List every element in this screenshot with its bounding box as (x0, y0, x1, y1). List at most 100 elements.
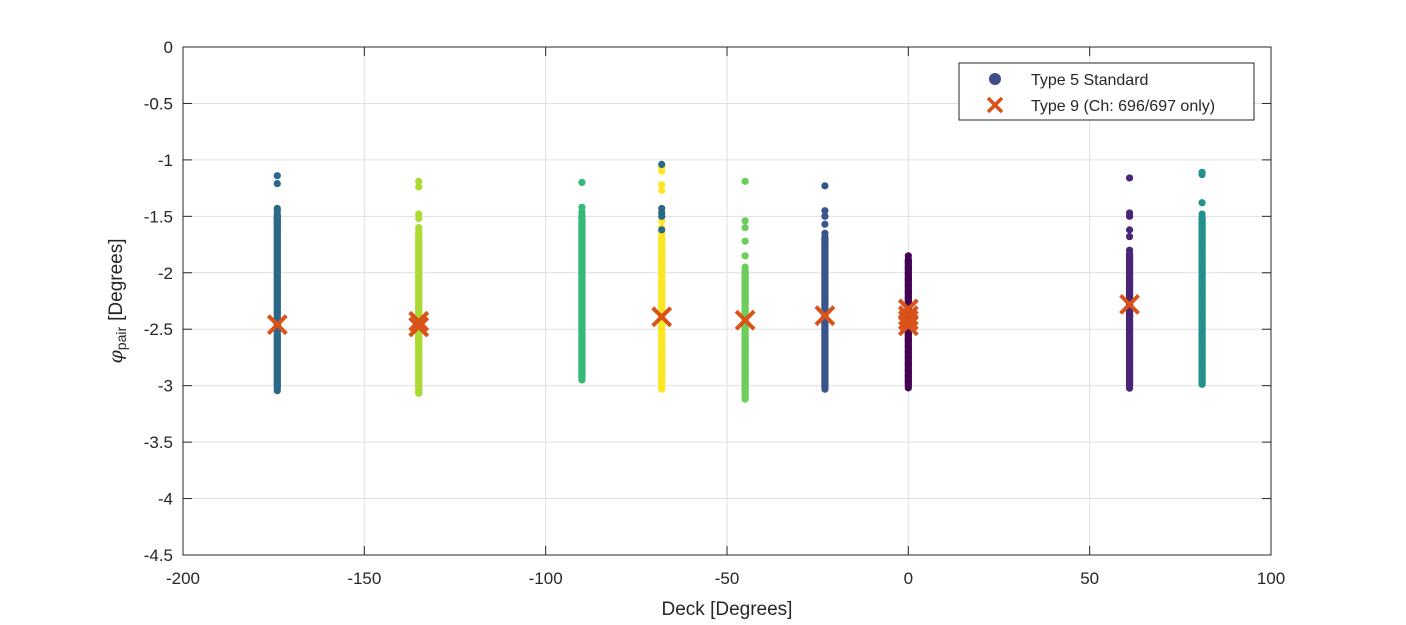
data-point (821, 349, 829, 357)
data-point (821, 361, 829, 369)
data-point (1198, 324, 1206, 332)
series-deck-neg23 (821, 182, 829, 393)
y-tick-label: -2.5 (144, 320, 173, 339)
data-point (578, 262, 586, 270)
data-point (578, 238, 586, 246)
data-point (273, 279, 281, 287)
data-point (658, 265, 666, 273)
data-point (658, 373, 666, 381)
data-point (904, 270, 912, 278)
data-point (578, 178, 586, 187)
data-point (821, 277, 829, 285)
legend: Type 5 Standard Type 9 (Ch: 696/697 only… (958, 62, 1255, 121)
data-point (1198, 270, 1206, 278)
data-point (741, 377, 749, 385)
data-point (1125, 212, 1134, 220)
data-point (1125, 312, 1134, 320)
data-point (658, 235, 666, 243)
data-point (1125, 378, 1134, 386)
data-point (1198, 258, 1206, 266)
data-point (658, 337, 666, 345)
data-point (415, 286, 423, 294)
series-deck-neg135 (415, 177, 423, 397)
data-point (415, 352, 423, 360)
data-point (821, 337, 829, 345)
y-tick-label: -1.5 (144, 207, 173, 226)
type9-marker (734, 309, 756, 331)
data-point (821, 220, 829, 228)
type9-marker (897, 309, 919, 331)
data-point (415, 388, 423, 396)
data-point (415, 358, 423, 366)
data-point (904, 282, 912, 290)
data-point (578, 358, 586, 366)
data-point (415, 268, 423, 276)
data-point (741, 359, 749, 367)
data-point (1125, 276, 1134, 284)
data-point (658, 259, 666, 267)
data-point (1198, 282, 1206, 290)
y-tick-label: -4.5 (144, 546, 173, 565)
data-point (1198, 294, 1206, 302)
axis-ticks: -200 -150 -100 -50 0 50 100 0 -0.5 -1 -1.5 -2 -2.5 -3… (144, 38, 1285, 588)
data-point (904, 366, 912, 374)
data-point (273, 381, 281, 389)
data-point (658, 160, 666, 169)
data-point (415, 244, 423, 252)
data-point (658, 331, 666, 339)
data-point (578, 352, 586, 360)
data-point (1198, 222, 1206, 230)
data-point (415, 310, 423, 318)
data-point (578, 280, 586, 288)
data-point (821, 319, 829, 327)
data-point (578, 232, 586, 240)
data-point (273, 339, 281, 347)
data-point (904, 288, 912, 296)
data-point (658, 226, 666, 234)
data-point (658, 212, 666, 220)
data-point (415, 280, 423, 288)
data-point (658, 289, 666, 297)
data-point (273, 249, 281, 257)
data-point (273, 261, 281, 269)
data-point (1125, 246, 1134, 254)
data-point (821, 385, 829, 393)
data-point (578, 244, 586, 252)
data-point (741, 371, 749, 379)
y-axis-label-subscript: pair (113, 327, 129, 351)
data-point (904, 342, 912, 350)
data-point (658, 355, 666, 363)
data-point (1125, 354, 1134, 362)
x-tick-label: -200 (166, 569, 200, 588)
type9-marker (651, 306, 673, 328)
data-point (741, 263, 749, 271)
legend-label-type9: Type 9 (Ch: 696/697 only) (1031, 98, 1215, 115)
legend-marker-x (986, 96, 1004, 114)
data-point (821, 259, 829, 267)
data-point (578, 274, 586, 282)
data-point (904, 354, 912, 362)
data-point (578, 214, 586, 222)
data-point (904, 276, 912, 284)
data-point (741, 299, 749, 307)
data-point (273, 363, 281, 371)
data-point (578, 250, 586, 258)
data-point (658, 271, 666, 279)
type9-markers (266, 293, 1140, 338)
data-point (273, 273, 281, 281)
data-point (741, 395, 749, 403)
data-point (273, 375, 281, 383)
data-point (415, 232, 423, 240)
data-point (1198, 240, 1206, 248)
data-point (741, 389, 749, 397)
data-point (904, 384, 912, 392)
data-point (1198, 342, 1206, 350)
data-point (273, 172, 281, 180)
x-tick-label: 50 (1080, 569, 1099, 588)
data-point (415, 262, 423, 270)
data-point (1198, 336, 1206, 344)
data-point (415, 292, 423, 300)
data-point (821, 235, 829, 243)
data-point (273, 333, 281, 341)
data-point (273, 357, 281, 365)
